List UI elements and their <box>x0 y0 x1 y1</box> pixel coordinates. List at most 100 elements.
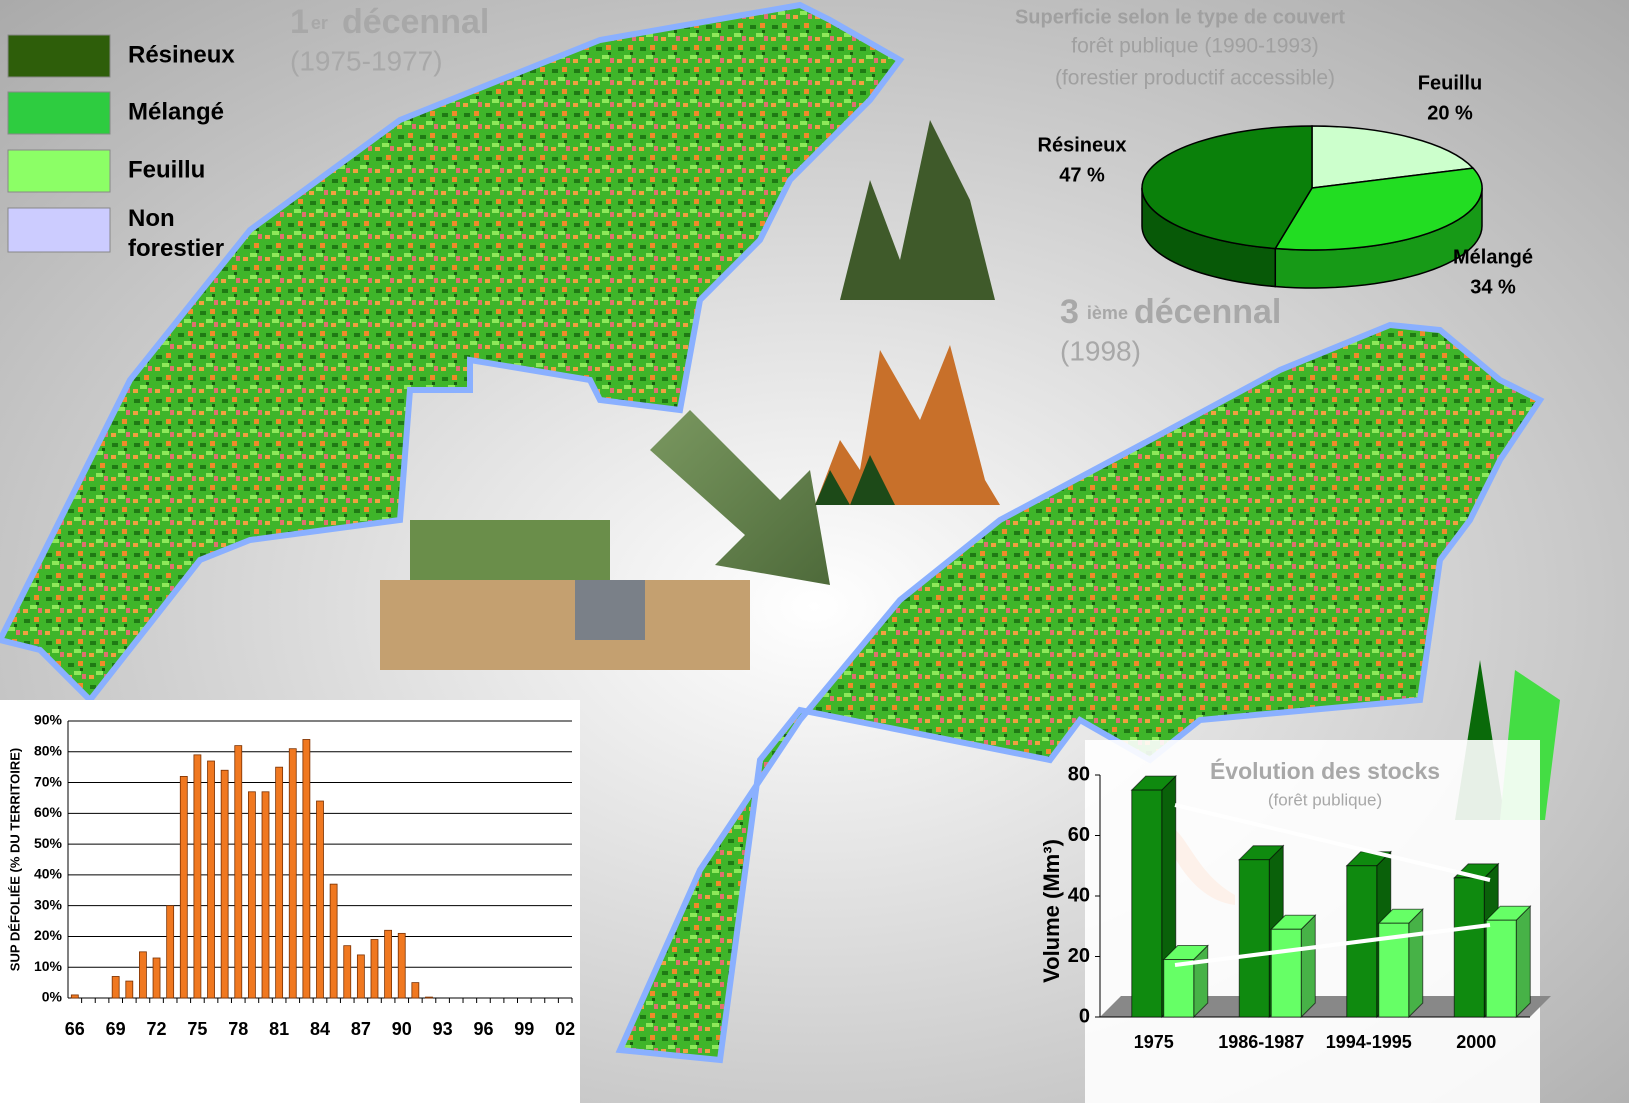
bar <box>152 957 161 999</box>
x-tick-label: 84 <box>310 1019 330 1039</box>
bar <box>166 905 175 999</box>
y-tick-label: 80% <box>34 742 63 758</box>
x-tick-label: 02 <box>555 1019 575 1039</box>
chart-title: Superficie selon le type de couvert <box>1015 6 1345 28</box>
pie-value-label: 20 % <box>1427 102 1473 124</box>
pie-slice <box>1274 167 1483 251</box>
x-tick-label: 1986-1987 <box>1218 1032 1304 1052</box>
bar <box>370 939 379 999</box>
pie-category-label: Mélangé <box>1453 246 1533 268</box>
bar <box>1163 959 1195 1018</box>
map-title-text: décennal <box>1134 293 1281 331</box>
y-tick-label: 20 <box>1068 945 1090 967</box>
y-axis-label: SUP DÉFOLIÉE (% DU TERRITOIRE) <box>7 748 22 971</box>
bar <box>179 776 188 999</box>
y-tick-label: 80 <box>1068 763 1090 785</box>
x-tick-label: 72 <box>147 1019 167 1039</box>
y-tick-label: 50% <box>34 835 63 851</box>
bar <box>234 745 243 999</box>
chart-subtitle: (forêt publique) <box>1268 790 1382 809</box>
bar <box>316 800 324 999</box>
bar <box>343 945 352 999</box>
map-period: (1975-1977) <box>290 45 443 76</box>
map-title-text: décennal <box>342 3 489 41</box>
bar <box>288 748 297 999</box>
bar <box>1131 789 1163 1018</box>
bar-side <box>1408 908 1424 1019</box>
bar <box>125 980 134 999</box>
chart-subtitle: forêt publique (1990-1993) <box>1071 35 1319 58</box>
pie-value-label: 34 % <box>1470 276 1516 298</box>
bar <box>329 883 338 999</box>
trend-arrow <box>1174 923 1491 967</box>
legend-swatch <box>7 207 111 253</box>
floor <box>1100 996 1551 1017</box>
x-tick-label: 66 <box>65 1019 85 1039</box>
bar <box>1485 919 1517 1018</box>
bar <box>207 760 215 999</box>
charts: Résineux Mélangé Feuillu Non forestier Superf… <box>7 6 1551 1052</box>
pie-category-label: Résineux <box>1038 134 1127 156</box>
y-tick-label: 30% <box>34 896 63 912</box>
legend-label: Feuillu <box>128 156 205 183</box>
bar <box>247 791 256 999</box>
y-tick-label: 0% <box>42 989 63 1005</box>
bar <box>275 766 284 999</box>
map-title: 1 er décennal <box>290 3 489 41</box>
trend-arrow <box>1174 803 1491 882</box>
bar <box>70 994 79 999</box>
bar <box>111 976 120 999</box>
bar <box>425 996 433 999</box>
x-tick-label: 81 <box>269 1019 289 1039</box>
x-tick-label: 75 <box>187 1019 207 1039</box>
pie-category-label: Feuillu <box>1418 72 1482 94</box>
map-number: 1 <box>290 3 309 41</box>
map-2 <box>615 321 1545 1064</box>
x-tick-label: 93 <box>433 1019 453 1039</box>
bar-side <box>1515 904 1531 1019</box>
x-tick-label: 87 <box>351 1019 371 1039</box>
legend-swatch <box>7 34 111 78</box>
y-tick-label: 60% <box>34 804 63 820</box>
legend-label: Résineux <box>128 41 235 68</box>
x-tick-label: 69 <box>106 1019 126 1039</box>
y-tick-label: 40% <box>34 866 63 882</box>
bar <box>302 739 311 999</box>
x-tick-label: 1994-1995 <box>1326 1032 1412 1052</box>
x-tick-label: 78 <box>228 1019 248 1039</box>
map-title: 3 ième décennal <box>1060 293 1281 331</box>
bar <box>220 769 229 999</box>
y-tick-label: 60 <box>1068 824 1090 846</box>
bar <box>1238 859 1270 1018</box>
map-1 <box>0 1 905 705</box>
x-tick-label: 1975 <box>1134 1032 1174 1052</box>
bar <box>261 791 270 999</box>
chart-title: Évolution des stocks <box>1210 757 1440 784</box>
map-number: 3 <box>1060 293 1079 331</box>
y-tick-label: 90% <box>34 712 63 728</box>
bar <box>356 954 365 999</box>
y-tick-label: 10% <box>34 958 63 974</box>
bar <box>139 951 147 999</box>
legend-label: Non forestier <box>128 205 224 262</box>
y-axis-label: Volume (Mm³) <box>1039 839 1064 983</box>
x-tick-label: 96 <box>473 1019 493 1039</box>
bar <box>193 754 202 999</box>
pie-value-label: 47 % <box>1059 164 1105 186</box>
bar <box>1270 928 1302 1018</box>
chart-subtitle: (forestier productif accessible) <box>1055 67 1335 90</box>
bar <box>384 929 393 999</box>
trees-picture <box>815 120 1000 505</box>
y-tick-label: 0 <box>1079 1005 1090 1027</box>
bar <box>1453 877 1485 1018</box>
legend-swatch <box>7 91 111 135</box>
bar-side <box>1300 914 1316 1019</box>
y-tick-label: 20% <box>34 927 63 943</box>
map-period: (1998) <box>1060 335 1141 366</box>
logs-picture <box>380 520 750 670</box>
legend-swatch <box>7 149 111 193</box>
pie-slice <box>1141 125 1313 250</box>
map-suffix: er <box>311 13 328 33</box>
x-tick-label: 2000 <box>1456 1032 1496 1052</box>
